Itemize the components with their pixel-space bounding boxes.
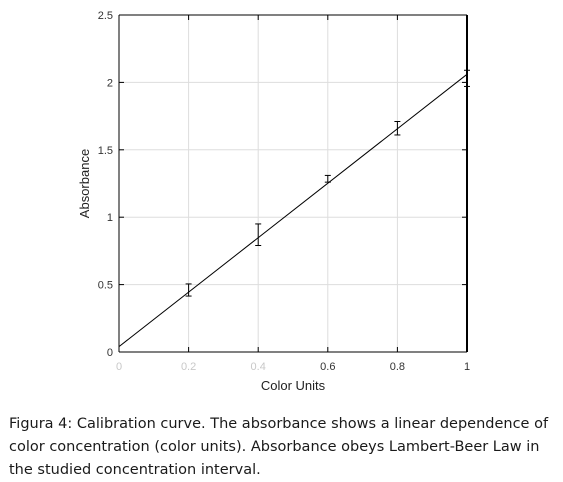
x-tick-label: 0.2 <box>181 361 196 373</box>
data-point <box>255 223 262 247</box>
data-point <box>464 69 470 87</box>
calibration-chart: Color Units Absorbance 0 0.2 0.4 0.6 0.8 1 0 0.… <box>77 10 470 393</box>
fit-layer <box>118 73 468 348</box>
y-tick-label: 0.5 <box>98 280 113 292</box>
data-point <box>185 283 192 297</box>
x-tick-label: 0 <box>116 361 122 373</box>
points-layer <box>185 69 470 297</box>
x-tick-label: 0.8 <box>390 361 405 373</box>
y-tick-label: 1.5 <box>98 145 113 157</box>
x-tick-label: 1 <box>464 361 470 373</box>
y-tick-label: 2 <box>107 77 113 89</box>
x-tick-label: 0.6 <box>320 361 335 373</box>
data-point <box>394 120 401 136</box>
axes-layer <box>118 14 468 353</box>
data-point <box>324 174 331 183</box>
x-tick-label: 0.4 <box>251 361 266 373</box>
y-tick-label: 0 <box>107 347 113 359</box>
fit-line <box>118 73 468 348</box>
y-tick-label: 2.5 <box>98 10 113 22</box>
grid-layer <box>119 15 467 352</box>
figure-caption: Figura 4: Calibration curve. The absorba… <box>9 416 549 478</box>
chart-svg: Color Units Absorbance 0 0.2 0.4 0.6 0.8 1 0 0.… <box>77 10 470 393</box>
x-axis-label: Color Units <box>261 378 326 393</box>
y-axis-label: Absorbance <box>77 149 92 218</box>
labels-layer: Color Units Absorbance 0 0.2 0.4 0.6 0.8 1 0 0.… <box>77 10 470 393</box>
y-tick-label: 1 <box>107 212 113 224</box>
